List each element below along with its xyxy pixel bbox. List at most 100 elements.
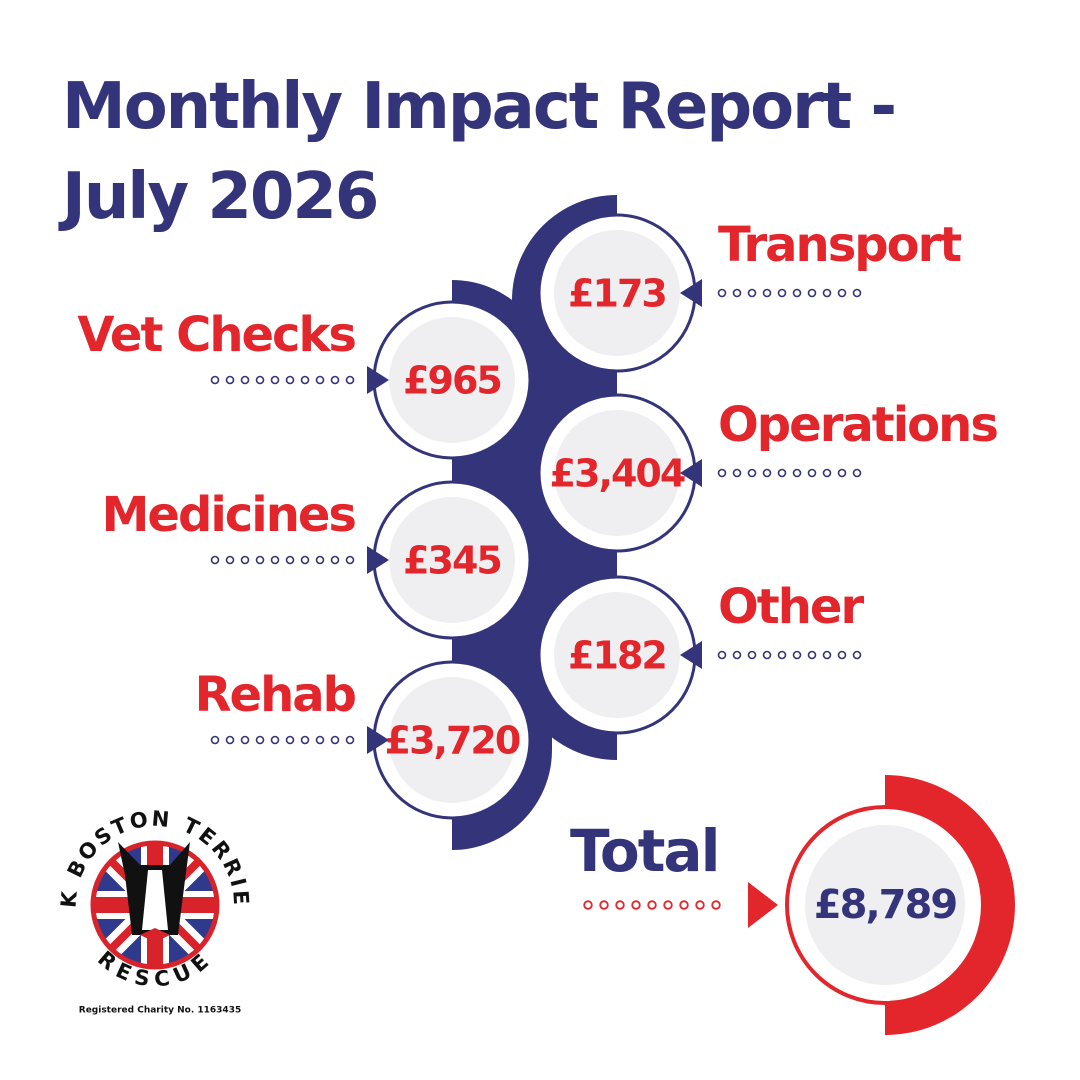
dot: [852, 468, 862, 478]
dot: [762, 468, 772, 478]
dot: [315, 735, 325, 745]
logo-ring: [90, 840, 220, 970]
total-dot: [647, 900, 657, 910]
item-arrow: [680, 459, 702, 487]
dot: [330, 735, 340, 745]
total-dot: [615, 900, 625, 910]
dot: [837, 650, 847, 660]
dot: [345, 735, 355, 745]
dot: [837, 288, 847, 298]
item-disc: [389, 497, 515, 623]
total-dot: [599, 900, 609, 910]
item-disc: [554, 592, 680, 718]
item-label: Transport: [718, 217, 961, 273]
dot: [777, 650, 787, 660]
dot: [822, 288, 832, 298]
dot: [240, 735, 250, 745]
dot: [255, 375, 265, 385]
dot: [762, 650, 772, 660]
dot: [747, 288, 757, 298]
dot: [315, 555, 325, 565]
dot: [717, 650, 727, 660]
item-arrow: [367, 546, 389, 574]
dot: [225, 735, 235, 745]
dot: [300, 735, 310, 745]
item-disc: [554, 230, 680, 356]
charity-number: Registered Charity No. 1163435: [79, 1006, 241, 1016]
dot: [240, 555, 250, 565]
dot: [852, 288, 862, 298]
total-amount: £8,789: [814, 882, 957, 928]
dog-face: [142, 870, 168, 930]
dot: [300, 375, 310, 385]
dot: [822, 468, 832, 478]
total-dot: [695, 900, 705, 910]
dot: [717, 288, 727, 298]
item-amount: £173: [568, 272, 666, 316]
dot: [210, 375, 220, 385]
item-amount: £182: [568, 634, 666, 678]
dot: [792, 468, 802, 478]
dot: [807, 650, 817, 660]
dot: [300, 555, 310, 565]
dot: [345, 375, 355, 385]
dot: [255, 555, 265, 565]
item-disc: [389, 317, 515, 443]
item-disc: [389, 677, 515, 803]
item-disc: [554, 410, 680, 536]
dot: [255, 735, 265, 745]
bow-tie: [140, 928, 170, 942]
item-label: Rehab: [195, 667, 356, 723]
dot: [807, 468, 817, 478]
item-label: Medicines: [102, 487, 356, 543]
dot: [225, 375, 235, 385]
item-arrow: [367, 726, 389, 754]
dot: [777, 288, 787, 298]
total-dot: [711, 900, 721, 910]
dot: [285, 375, 295, 385]
dot: [225, 555, 235, 565]
total-dot: [679, 900, 689, 910]
dot: [792, 288, 802, 298]
dot: [822, 650, 832, 660]
dot: [285, 735, 295, 745]
dot: [270, 735, 280, 745]
item-label: Operations: [718, 397, 997, 453]
dot: [837, 468, 847, 478]
item-amount: £965: [403, 359, 501, 403]
dots: [210, 288, 862, 910]
dot: [732, 468, 742, 478]
dot: [717, 468, 727, 478]
total-dot: [631, 900, 641, 910]
total-label: Total: [570, 817, 718, 885]
dot: [240, 375, 250, 385]
dot: [210, 735, 220, 745]
total-arrow: [748, 882, 778, 928]
dot: [762, 288, 772, 298]
dot: [330, 375, 340, 385]
dot: [270, 555, 280, 565]
dot: [747, 650, 757, 660]
dot: [285, 555, 295, 565]
dot: [747, 468, 757, 478]
dot: [777, 468, 787, 478]
items: £173 Transport £965 Vet Checks £3,404 Operati…: [77, 213, 999, 820]
total-dot: [583, 900, 593, 910]
dot: [270, 375, 280, 385]
total-disc: [805, 825, 965, 985]
item-arrow: [680, 641, 702, 669]
title: Monthly Impact Report - July 2026: [62, 70, 897, 234]
dot: [315, 375, 325, 385]
dot: [732, 288, 742, 298]
dot: [792, 650, 802, 660]
item-amount: £345: [403, 539, 501, 583]
dot: [852, 650, 862, 660]
item-amount: £3,720: [385, 719, 520, 763]
dot: [345, 555, 355, 565]
item-label: Vet Checks: [77, 307, 355, 363]
item-arrow: [367, 366, 389, 394]
dot: [210, 555, 220, 565]
